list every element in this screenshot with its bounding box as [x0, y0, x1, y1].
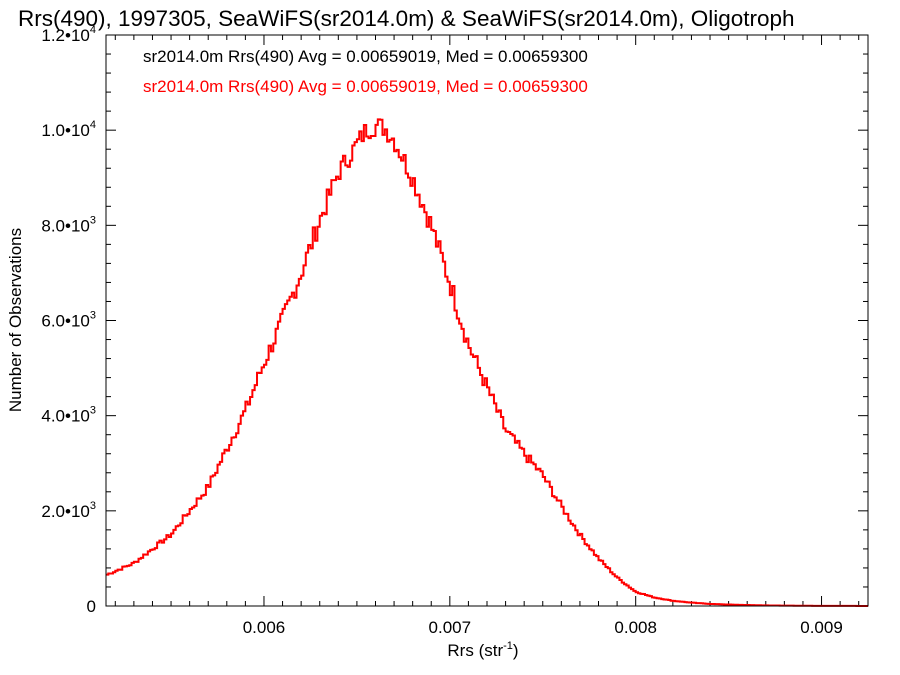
y-tick-label-mantissa: 1.0•10: [41, 121, 90, 140]
histogram-line: [106, 118, 868, 607]
x-tick-labels: 0.006 0.007 0.008 0.009: [243, 618, 843, 637]
y-tick-label-exponent: 4: [90, 119, 96, 131]
x-tick-label: 0.008: [614, 618, 657, 637]
y-tick-label: 2.0•103: [41, 500, 96, 521]
y-tick-label: 4.0•103: [41, 405, 96, 426]
y-tick-label: 1.2•104: [41, 24, 96, 45]
y-tick-label: 8.0•103: [41, 214, 96, 235]
y-tick-label: 1.0•104: [41, 119, 96, 140]
y-tick-label-mantissa: 8.0•10: [41, 216, 90, 235]
y-tick-label-mantissa: 6.0•10: [41, 312, 90, 331]
y-tick-label-mantissa: 1.2•10: [41, 26, 90, 45]
x-tick-label: 0.007: [429, 618, 472, 637]
x-tick-label: 0.009: [800, 618, 843, 637]
y-tick-label-exponent: 3: [90, 310, 96, 322]
y-tick-label-mantissa: 0: [87, 597, 96, 616]
x-axis-label-close: ): [513, 641, 519, 660]
y-tick-labels: 02.0•1034.0•1036.0•1038.0•1031.0•1041.2•…: [41, 24, 96, 616]
y-tick-label-mantissa: 2.0•10: [41, 502, 90, 521]
y-tick-label-exponent: 3: [90, 405, 96, 417]
y-tick-label-mantissa: 4.0•10: [41, 407, 90, 426]
legend-entry-red: sr2014.0m Rrs(490) Avg = 0.00659019, Med…: [143, 77, 588, 96]
histogram-series: [106, 118, 868, 607]
chart-title: Rrs(490), 1997305, SeaWiFS(sr2014.0m) & …: [18, 6, 795, 31]
y-tick-label-exponent: 4: [90, 24, 96, 36]
y-tick-label: 6.0•103: [41, 310, 96, 331]
plot-frame: [105, 34, 869, 607]
y-tick-label-exponent: 3: [90, 500, 96, 512]
legend-entry-black: sr2014.0m Rrs(490) Avg = 0.00659019, Med…: [143, 47, 588, 66]
y-axis-label: Number of Observations: [6, 228, 25, 412]
x-axis-label-superscript: -1: [503, 640, 513, 652]
x-axis-label: Rrs (str-1): [447, 640, 518, 660]
y-tick-label: 0: [87, 597, 96, 616]
x-axis-label-main: Rrs (str: [447, 641, 503, 660]
y-tick-label-exponent: 3: [90, 214, 96, 226]
x-tick-label: 0.006: [243, 618, 286, 637]
axis-ticks: [106, 34, 868, 607]
